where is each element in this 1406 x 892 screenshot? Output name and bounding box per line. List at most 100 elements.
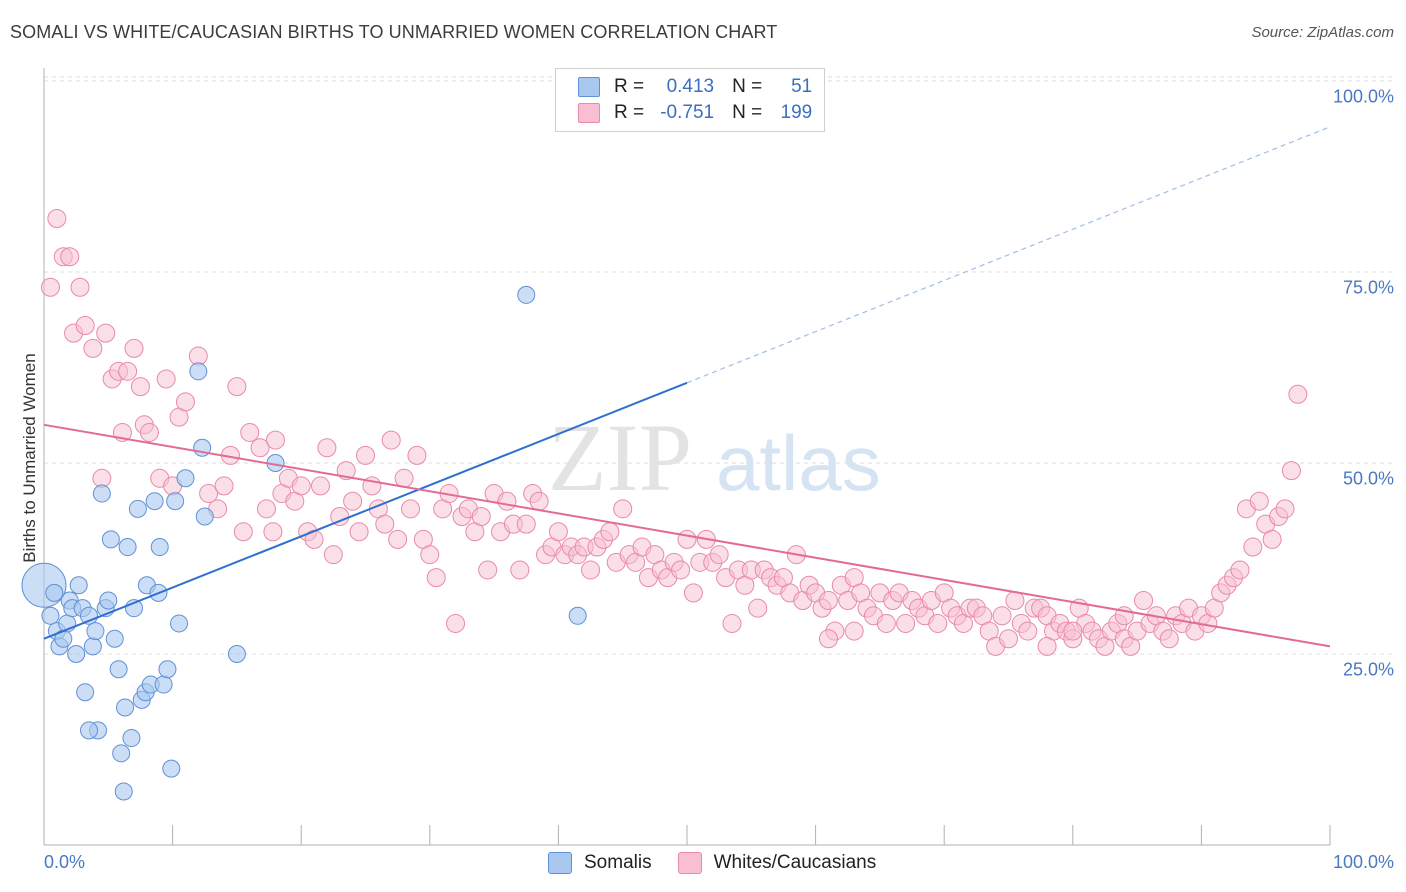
point-white: [265, 430, 285, 450]
point-white: [1134, 591, 1154, 611]
point-white: [722, 613, 742, 633]
point-somali: [92, 484, 111, 503]
point-white: [1037, 636, 1057, 656]
point-somali: [114, 782, 133, 801]
source-label: Source: ZipAtlas.com: [1251, 24, 1394, 41]
series-label-whites: Whites/Caucasians: [713, 852, 877, 873]
legend-row-somali: R = 0.413 N = 51: [578, 75, 812, 99]
point-white: [896, 613, 916, 633]
regression-extension-somali: [686, 126, 1331, 384]
point-white: [394, 468, 414, 488]
watermark-atlas: atlas: [716, 419, 881, 507]
white-points: [40, 209, 1308, 656]
point-somali: [21, 562, 67, 608]
point-white: [683, 583, 703, 603]
point-white: [407, 445, 427, 465]
point-somali: [568, 606, 587, 625]
legend-r-value: -0.751: [660, 102, 715, 123]
point-white: [124, 338, 144, 358]
regression-line-somali: [43, 381, 688, 640]
point-white: [60, 247, 80, 267]
point-white: [1230, 560, 1250, 580]
stats-legend: R = 0.413 N = 51 R = -0.751 N = 199: [555, 68, 825, 132]
point-somali: [150, 538, 169, 557]
point-somali: [99, 591, 118, 610]
point-somali: [112, 744, 131, 763]
point-white: [928, 613, 948, 633]
point-white: [446, 613, 466, 633]
point-somali: [128, 499, 147, 518]
point-white: [420, 545, 440, 565]
series-swatch-whites: [677, 852, 702, 874]
point-white: [478, 560, 498, 580]
point-white: [263, 522, 283, 542]
point-white: [47, 209, 67, 229]
point-white: [1275, 499, 1295, 519]
point-white: [310, 476, 330, 496]
y-tick-100: 100.0%: [1332, 86, 1394, 107]
point-somali: [145, 492, 164, 511]
point-somali: [41, 606, 60, 625]
point-white: [1288, 384, 1308, 404]
point-somali: [517, 285, 536, 304]
y-tick-75: 75.0%: [1342, 277, 1394, 298]
point-white: [70, 277, 90, 297]
point-white: [426, 568, 446, 588]
point-somali: [86, 622, 105, 641]
point-somali: [227, 645, 246, 663]
point-white: [992, 606, 1012, 626]
watermark: ZIP atlas: [548, 404, 881, 511]
point-somali: [158, 660, 177, 679]
point-white: [1262, 529, 1282, 549]
point-somali: [116, 698, 135, 717]
point-white: [677, 529, 697, 549]
point-white: [214, 476, 234, 496]
point-white: [876, 613, 896, 633]
point-somali: [122, 729, 141, 748]
point-white: [118, 361, 138, 381]
series-legend: Somalis Whites/Caucasians: [548, 852, 902, 874]
legend-r-label: R =: [614, 76, 645, 97]
point-white: [96, 323, 116, 343]
point-somali: [170, 614, 189, 633]
legend-swatch-white: [578, 103, 600, 123]
point-white: [139, 422, 159, 442]
point-somali: [76, 683, 95, 702]
point-somali: [154, 675, 173, 694]
legend-r-label: R =: [614, 102, 645, 123]
point-white: [600, 522, 620, 542]
point-somali: [67, 645, 86, 663]
point-white: [529, 491, 549, 511]
point-somali: [189, 362, 208, 381]
point-somali: [105, 629, 124, 648]
axes: [43, 68, 1331, 846]
point-white: [381, 430, 401, 450]
point-white: [471, 506, 491, 526]
legend-swatch-somali: [578, 77, 600, 97]
point-white: [375, 514, 395, 534]
point-white: [613, 499, 633, 519]
point-white: [1063, 621, 1083, 641]
point-white: [233, 522, 253, 542]
point-white: [1005, 591, 1025, 611]
point-white: [227, 377, 247, 397]
point-white: [323, 545, 343, 565]
point-somali: [166, 492, 185, 511]
point-white: [199, 484, 219, 504]
point-white: [1018, 621, 1038, 641]
series-label-somalis: Somalis: [584, 852, 652, 873]
point-white: [671, 560, 691, 580]
point-somali: [80, 721, 99, 740]
legend-n-value: 51: [791, 76, 813, 97]
series-swatch-somalis: [548, 852, 572, 874]
point-white: [130, 377, 150, 397]
point-somali: [101, 530, 120, 549]
point-white: [709, 545, 729, 565]
point-white: [75, 315, 95, 335]
point-white: [156, 369, 176, 389]
point-white: [356, 445, 375, 465]
point-white: [844, 621, 864, 641]
point-white: [818, 629, 838, 649]
legend-r-value: 0.413: [666, 76, 715, 97]
